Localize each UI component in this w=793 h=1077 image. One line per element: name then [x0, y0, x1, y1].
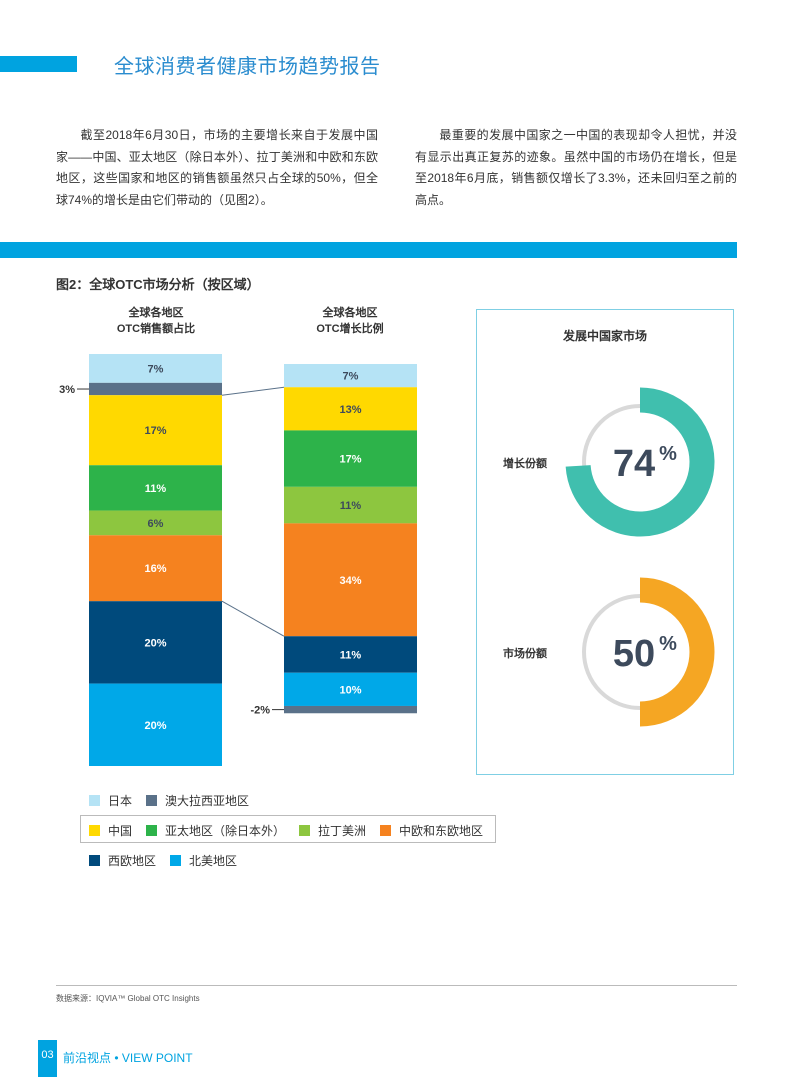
donut-0-arc	[565, 387, 715, 537]
legend-row-1: 日本 澳大拉西亚地区	[89, 792, 263, 809]
panel-title: 发展中国家市场	[562, 329, 647, 343]
figure-title: 图2：全球OTC市场分析（按区域）	[56, 277, 260, 292]
legend-label: 中欧和东欧地区	[399, 824, 484, 838]
legend-item: 亚太地区（除日本外）	[146, 822, 285, 839]
bar1-segment-0	[89, 354, 222, 383]
paragraph-right: 最重要的发展中国家之一中国的表现却令人担忧，并没有显示出真正复苏的迹象。虽然中国…	[415, 128, 737, 207]
legend-highlight-box	[80, 815, 496, 843]
developing-market-panel	[476, 309, 734, 775]
legend-swatch	[380, 825, 392, 836]
donut-1-arc	[639, 577, 715, 727]
page-number: 03	[41, 1049, 54, 1061]
bar1-label-4: 6%	[148, 518, 164, 530]
data-source: 数据来源：IQVIA™ Global OTC Insights	[56, 994, 200, 1003]
bar1-segment-6	[89, 601, 222, 684]
legend-label: 日本	[108, 794, 133, 808]
legend-item: 拉丁美洲	[299, 822, 366, 839]
legend-label: 拉丁美洲	[318, 824, 367, 838]
legend-swatch	[89, 795, 100, 806]
bar2-label-2: 17%	[339, 454, 361, 466]
market-share-label: 市场份额	[503, 648, 547, 660]
legend-item: 西欧地区	[89, 852, 156, 869]
footer-section-label: 前沿视点 • VIEW POINT	[63, 1051, 193, 1065]
legend-label: 北美地区	[189, 854, 238, 868]
page-title: 全球消费者健康市场趋势报告	[114, 56, 381, 78]
legend-item: 日本	[89, 792, 132, 809]
paragraph-left: 截至2018年6月30日，市场的主要增长来自于发展中国家——中国、亚太地区（除日…	[56, 128, 378, 207]
legend-label: 西欧地区	[108, 854, 157, 868]
bar1-label-1: 3%	[59, 384, 75, 396]
chart-2-title-line-2: OTC增长比例	[316, 323, 384, 335]
section-band	[0, 242, 737, 258]
chart-1-title-line-2: OTC销售额占比	[116, 323, 196, 335]
bar2-label-5: 11%	[340, 650, 362, 662]
legend-label: 澳大拉西亚地区	[165, 794, 250, 808]
legend-swatch	[299, 825, 311, 836]
bar2-label-6: 10%	[339, 684, 361, 696]
bar1-segment-4	[89, 510, 222, 536]
bar2-label-3: 11%	[340, 500, 362, 512]
bar1-segment-5	[89, 535, 222, 602]
donut-1-unit: %	[659, 633, 677, 655]
bar1-label-3: 11%	[145, 483, 167, 495]
footer-divider	[56, 985, 737, 986]
legend-item: 中国	[89, 822, 132, 839]
bar2-label-0: 7%	[343, 371, 359, 383]
bar1-label-5: 16%	[144, 563, 166, 575]
bar1-label-6: 20%	[144, 637, 166, 649]
bar1-label-0: 7%	[148, 363, 164, 375]
bar2-label-1: 13%	[339, 404, 361, 416]
legend-item: 北美地区	[170, 852, 237, 869]
bar1-label-2: 17%	[144, 425, 166, 437]
header-accent-bar	[0, 56, 77, 72]
chart-1-title: 全球各地区 OTC销售额占比	[86, 305, 226, 337]
bar2-segment-4	[284, 523, 417, 637]
chart-2-title: 全球各地区 OTC增长比例	[280, 305, 420, 337]
bar2-segment-1	[284, 387, 417, 431]
bar1-segment-1	[89, 382, 222, 396]
bar2-segment-2	[284, 430, 417, 487]
legend-item: 澳大拉西亚地区	[146, 792, 249, 809]
growth-share-label: 增长份额	[503, 458, 547, 470]
connector-bottom	[221, 600, 285, 637]
bar2-segment-5	[284, 636, 417, 673]
bar1-segment-7	[89, 683, 222, 766]
donut-0-value: 74	[613, 443, 655, 485]
bar2-segment-3	[284, 486, 417, 524]
legend-row-2: 中国 亚太地区（除日本外） 拉丁美洲 中欧和东欧地区	[89, 822, 497, 839]
donut-0-unit: %	[659, 443, 677, 465]
bar1-segment-3	[89, 465, 222, 511]
bar1-segment-2	[89, 395, 222, 466]
legend-swatch	[89, 825, 100, 836]
legend-item: 中欧和东欧地区	[380, 822, 483, 839]
donut-1-value: 50	[613, 633, 655, 675]
legend-swatch	[170, 855, 182, 866]
legend-swatch	[146, 795, 158, 806]
bar2-segment-0	[284, 364, 417, 388]
legend-label: 中国	[108, 824, 133, 838]
chart-2-title-line-1: 全球各地区	[322, 307, 378, 319]
bar1-label-7: 20%	[144, 720, 166, 732]
legend-swatch	[89, 855, 100, 866]
legend-row-3: 西欧地区 北美地区	[89, 852, 251, 869]
legend-swatch	[146, 825, 158, 836]
chart-1-title-line-1: 全球各地区	[128, 307, 184, 319]
bar2-label-4: 34%	[339, 575, 361, 587]
connector-top	[221, 386, 285, 396]
page-number-bar	[38, 1040, 57, 1077]
bar2-segment-7	[284, 705, 417, 714]
legend-label: 亚太地区（除日本外）	[165, 824, 286, 838]
bar2-segment-6	[284, 672, 417, 706]
bar2-label-7: -2%	[250, 705, 270, 717]
